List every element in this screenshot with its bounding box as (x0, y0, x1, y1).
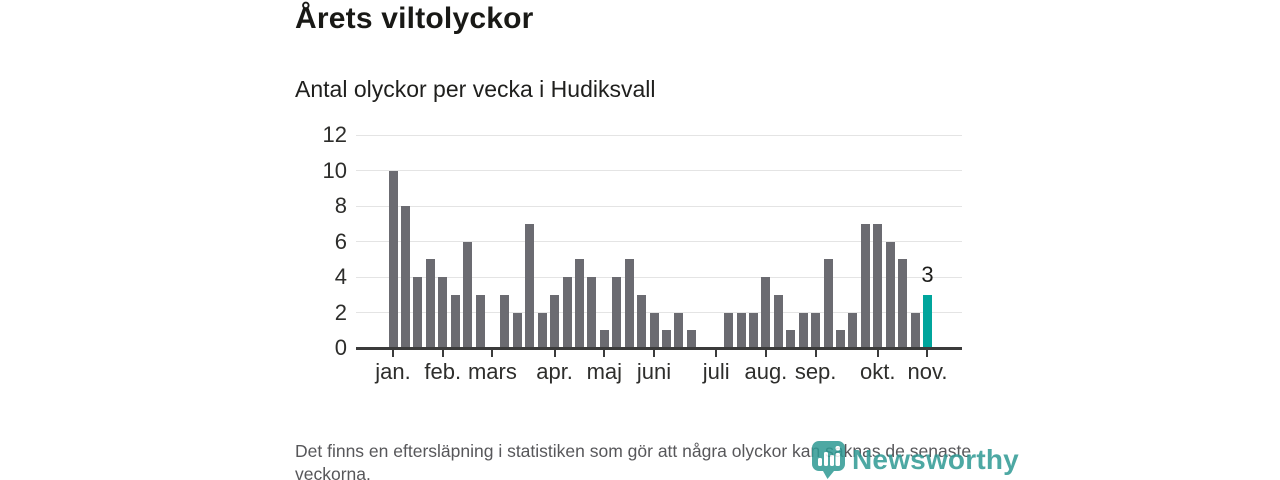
gridline (356, 276, 962, 278)
bar (388, 170, 398, 348)
month-tick-mark (653, 350, 656, 357)
bar (400, 206, 410, 348)
bar (798, 312, 808, 348)
bar (425, 259, 435, 348)
bar (736, 312, 746, 348)
y-axis-label: 2 (334, 299, 347, 325)
bar (860, 223, 870, 348)
y-axis-label: 8 (334, 193, 347, 218)
page-title: Årets viltolyckor (295, 2, 534, 35)
gridline (356, 205, 962, 207)
bar (537, 312, 547, 348)
bar (898, 259, 908, 348)
bar (500, 294, 510, 348)
bar (773, 294, 783, 348)
bar (624, 259, 634, 348)
y-axis-label: 4 (334, 264, 347, 289)
bar (525, 223, 535, 348)
month-label: maj (586, 359, 623, 384)
month-label: juni (636, 359, 672, 384)
bar (450, 294, 460, 348)
bar (612, 277, 622, 348)
month-label: feb. (424, 359, 462, 384)
month-tick-mark (491, 350, 494, 357)
bar (574, 259, 584, 348)
bar (674, 312, 684, 348)
bar (649, 312, 659, 348)
month-label: juli (702, 359, 730, 384)
bar (562, 277, 572, 348)
gridline (356, 134, 962, 136)
bar (599, 330, 609, 348)
newsworthy-logo: Newsworthy (812, 441, 1019, 479)
gridline (356, 170, 962, 171)
x-axis-line (356, 347, 962, 350)
highlighted-bar (922, 294, 932, 348)
bar (686, 330, 696, 348)
y-axis-label: 12 (322, 122, 347, 147)
month-tick-mark (876, 350, 879, 357)
bar (910, 312, 920, 348)
month-tick-mark (392, 350, 394, 357)
month-tick-mark (814, 350, 817, 357)
speech-bubble-bar-chart-icon (812, 441, 845, 479)
bar-value-label: 3 (921, 262, 934, 287)
bar (835, 330, 845, 348)
bar (823, 259, 833, 348)
footer-disclaimer: Det finns en eftersläpning i statistiken… (295, 441, 972, 480)
bar (587, 277, 597, 348)
month-label: jan. (375, 359, 411, 384)
bar (637, 294, 647, 348)
month-tick-mark (441, 350, 444, 357)
month-label: mars (467, 359, 517, 384)
gridline (356, 241, 962, 242)
month-label: nov. (907, 359, 948, 384)
bar (475, 294, 485, 348)
bar (463, 241, 473, 348)
month-tick-mark (764, 350, 767, 357)
month-tick-mark (553, 350, 556, 357)
y-axis-label: 0 (334, 335, 347, 360)
bar (885, 241, 895, 348)
month-label: apr. (536, 359, 573, 384)
bar (848, 312, 858, 348)
chart-subtitle: Antal olyckor per vecka i Hudiksvall (295, 76, 656, 102)
y-axis-label: 6 (334, 228, 347, 254)
bar (413, 277, 423, 348)
y-axis-label: 10 (322, 157, 347, 183)
month-tick-mark (603, 350, 606, 357)
month-tick-mark (926, 350, 929, 357)
bar (748, 312, 758, 348)
month-label: sep. (794, 359, 837, 384)
gridline (356, 312, 962, 313)
bar (873, 223, 883, 348)
bar (811, 312, 821, 348)
month-label: aug. (744, 359, 788, 384)
bar (761, 277, 771, 348)
month-label: okt. (860, 359, 896, 384)
bar (786, 330, 796, 348)
bar (550, 294, 560, 348)
bar (724, 312, 734, 348)
bar (512, 312, 522, 348)
bar (661, 330, 671, 348)
month-tick-mark (715, 350, 718, 357)
newsworthy-logo-text: Newsworthy (852, 444, 1019, 475)
bar (438, 277, 448, 348)
